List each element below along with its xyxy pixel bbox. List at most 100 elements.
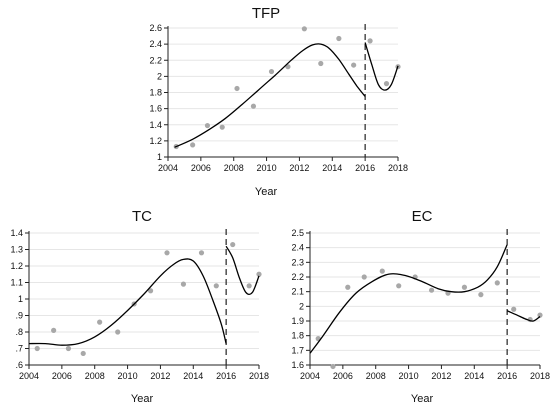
x-tick-label: 2018 <box>249 371 269 381</box>
data-point <box>383 81 390 87</box>
y-tick-label: .6 <box>15 360 23 370</box>
x-tick-label: 2010 <box>399 371 419 381</box>
data-point <box>494 280 500 286</box>
fitted-curve <box>28 258 227 346</box>
x-axis-title: Year <box>255 186 278 198</box>
x-tick-label: 2016 <box>497 371 517 381</box>
panel-ec: EC Year 1.6 1.7 1.8 1.9 2 2.1 2.2 2.3 2.4 2.5 2004… <box>291 208 550 405</box>
data-point <box>428 287 435 293</box>
fitted-curve <box>506 310 541 322</box>
x-tick-label: 2010 <box>118 371 138 381</box>
y-tick-label: .7 <box>15 344 23 354</box>
y-tick-label: .8 <box>15 327 23 337</box>
data-point <box>351 62 357 68</box>
plot-area: .6 .7 .8 .9 1 1.1 1.2 1.3 1.4 2004 2006 2008 2010 201… <box>10 228 269 381</box>
x-tick-label: 2012 <box>431 371 451 381</box>
x-tick-label: 2004 <box>300 371 320 381</box>
y-tick-label: 1.9 <box>291 316 304 326</box>
data-point <box>478 292 484 298</box>
y-tick-label: 1.6 <box>149 104 162 114</box>
data-point <box>51 327 57 333</box>
data-point <box>301 26 307 32</box>
y-tick-label: 2.2 <box>291 272 304 282</box>
y-tick-label: 1.3 <box>10 245 23 255</box>
data-point <box>250 103 257 109</box>
panel-title: EC <box>412 208 433 225</box>
y-tick-label: 2.6 <box>149 23 162 33</box>
fitted-curve <box>174 43 366 148</box>
data-point <box>537 312 543 318</box>
x-tick-label: 2014 <box>464 371 484 381</box>
data-point <box>367 38 373 44</box>
data-point <box>147 288 154 294</box>
x-tick-label: 2008 <box>366 371 386 381</box>
data-point <box>234 85 240 92</box>
x-tick-label: 2014 <box>183 371 203 381</box>
y-tick-label: 1 <box>18 294 23 304</box>
y-tick-label: 2 <box>157 71 162 81</box>
fitted-curve <box>309 244 508 354</box>
x-tick-label: 2008 <box>224 163 244 173</box>
y-tick-label: 2 <box>299 301 304 311</box>
data-point <box>396 283 402 289</box>
data-point <box>285 64 291 70</box>
y-tick-label: 2.5 <box>291 228 304 238</box>
data-point <box>511 306 517 312</box>
y-tick-label: 1.2 <box>149 136 162 146</box>
data-point <box>246 283 252 289</box>
data-point <box>65 345 72 352</box>
y-tick-label: 2.3 <box>291 257 304 267</box>
y-tick-label: 1.8 <box>149 88 162 98</box>
x-tick-label: 2008 <box>85 371 105 381</box>
x-axis-title: Year <box>411 393 434 405</box>
data-point <box>180 281 187 287</box>
data-point <box>256 271 262 277</box>
y-tick-label: 2.4 <box>291 243 304 253</box>
x-tick-label: 2014 <box>322 163 342 173</box>
plot-area: 1.6 1.7 1.8 1.9 2 2.1 2.2 2.3 2.4 2.5 2004 2006 2008… <box>291 228 550 381</box>
data-point <box>115 329 121 335</box>
data-point <box>204 122 211 129</box>
data-point <box>336 35 342 42</box>
x-tick-label: 2012 <box>289 163 309 173</box>
x-tick-label: 2006 <box>333 371 353 381</box>
x-axis-title: Year <box>131 393 154 405</box>
y-tick-label: .9 <box>15 311 23 321</box>
y-tick-label: 1.6 <box>291 360 304 370</box>
data-point <box>330 363 336 370</box>
data-point <box>198 250 205 256</box>
panel-tc: TC Year .6 .7 .8 .9 1 1.1 1.2 1.3 1.4 2004 2006 200… <box>10 208 269 405</box>
y-tick-label: 1.8 <box>291 331 304 341</box>
x-tick-label: 2006 <box>191 163 211 173</box>
data-point <box>361 274 367 280</box>
data-point <box>97 319 103 325</box>
data-point <box>34 345 40 352</box>
y-tick-label: 1.2 <box>10 261 23 271</box>
x-tick-label: 2016 <box>355 163 375 173</box>
x-tick-label: 2012 <box>150 371 170 381</box>
data-point <box>379 268 385 274</box>
x-tick-label: 2004 <box>19 371 39 381</box>
fitted-curve <box>364 42 399 91</box>
x-tick-label: 2016 <box>216 371 236 381</box>
x-tick-label: 2004 <box>158 163 178 173</box>
y-tick-label: 1.1 <box>10 278 23 288</box>
y-tick-label: 1 <box>157 152 162 162</box>
plot-area: 1 1.2 1.4 1.6 1.8 2 2.2 2.4 2.6 2004 2006 2008 2010 2… <box>149 23 408 173</box>
data-point <box>80 350 86 357</box>
fitted-curve <box>225 245 260 295</box>
data-point <box>318 60 324 67</box>
data-point <box>461 284 468 290</box>
panel-title: TFP <box>252 5 280 22</box>
y-tick-label: 2.2 <box>149 55 162 65</box>
data-point <box>219 124 225 130</box>
y-tick-label: 1.4 <box>10 228 23 238</box>
y-tick-label: 1.7 <box>291 345 304 355</box>
data-point <box>230 241 236 248</box>
y-tick-label: 1.4 <box>149 120 162 130</box>
x-tick-label: 2018 <box>530 371 550 381</box>
y-tick-label: 2.1 <box>291 287 304 297</box>
y-tick-label: 2.4 <box>149 39 162 49</box>
panel-title: TC <box>132 208 152 225</box>
